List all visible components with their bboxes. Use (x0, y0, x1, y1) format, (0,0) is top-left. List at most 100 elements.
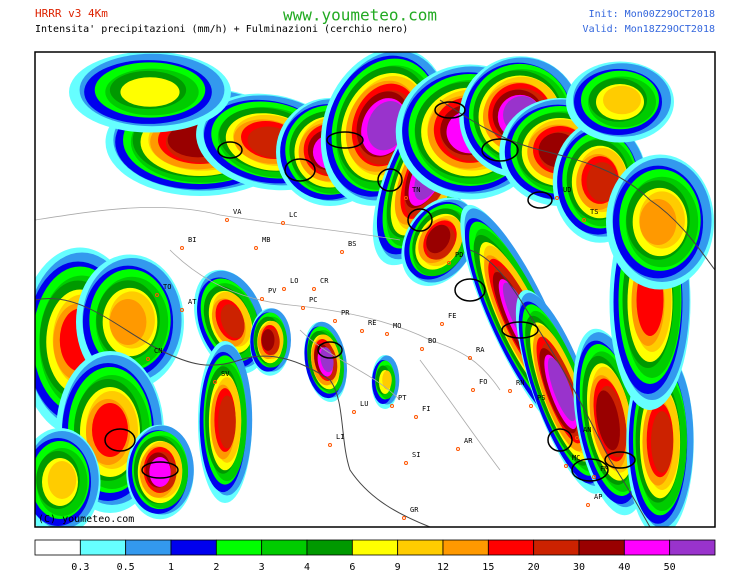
city-dot (586, 503, 590, 507)
city-label: VA (233, 208, 242, 216)
city-dot (592, 475, 596, 479)
city-label: FE (448, 312, 456, 320)
subtitle: Intensita' precipitazioni (mm/h) + Fulmi… (35, 24, 408, 35)
legend-swatch (306, 539, 353, 556)
city-label: AP (594, 493, 602, 501)
legend: 0.3 0.5 1 2 3 4 6 9 12 15 20 30 40 50 (34, 539, 716, 573)
map: BI TO AT CN SV VA LC MB LO PV PC CR BS PR RE MO BO FE RA FO… (35, 52, 715, 527)
rain-band (149, 457, 171, 487)
legend-tick-label: 15 (482, 562, 494, 573)
city-label: MC (572, 454, 580, 462)
lightning-circle (377, 168, 403, 192)
city-dot (404, 196, 408, 200)
city-dot (254, 246, 258, 250)
city-label: RN (516, 379, 524, 387)
city-dot (390, 404, 394, 408)
city-dot (213, 380, 217, 384)
legend-swatch (578, 539, 625, 556)
lightning-circle (547, 428, 573, 452)
legend-tick-label: 40 (618, 562, 630, 573)
city-dot (402, 516, 406, 520)
lightning-circle (217, 141, 243, 159)
city-dot (282, 287, 286, 291)
city-dot (440, 322, 444, 326)
city-dot (508, 389, 512, 393)
city-label: PT (398, 394, 407, 402)
city-dot (529, 404, 533, 408)
legend-tick-label: 0.3 (71, 562, 89, 573)
city-dot (471, 388, 475, 392)
city-label: PS (537, 394, 545, 402)
rain-cell (566, 61, 674, 143)
lightning-circle (326, 131, 364, 149)
legend-swatch (442, 539, 489, 556)
copyright: (C) youmeteo.com (38, 514, 134, 525)
city-dot (456, 447, 460, 451)
city-dot (447, 261, 451, 265)
legend-swatch (351, 539, 399, 556)
valid-label: Valid: Mon18Z29OCT2018 (583, 24, 715, 35)
city-label: PR (341, 309, 350, 317)
city-dot (420, 347, 424, 351)
city-dot (180, 308, 184, 312)
city-label: FI (422, 405, 430, 413)
lightning-circle (141, 461, 179, 479)
city-label: BO (428, 337, 436, 345)
rain-band (596, 390, 620, 451)
lightning (104, 101, 636, 482)
city-label: LU (360, 400, 368, 408)
lightning-circle (481, 138, 519, 162)
city-label: TS (590, 208, 598, 216)
city-label: PV (268, 287, 277, 295)
lightning-circle (527, 191, 553, 209)
city-label: RA (476, 346, 485, 354)
rain-band (603, 85, 641, 115)
legend-swatch (669, 539, 716, 556)
rain-band (92, 403, 128, 457)
city-dot (301, 306, 305, 310)
rain-cell (193, 269, 268, 374)
map-frame (34, 51, 716, 528)
rain-band (547, 357, 576, 422)
city-dot (582, 218, 586, 222)
city-label: GR (410, 506, 419, 514)
city-dot (260, 297, 264, 301)
borders (35, 206, 501, 471)
city-dot (155, 293, 159, 297)
lightning-circle (571, 458, 609, 482)
city-dot (555, 196, 559, 200)
city-label: CR (320, 277, 329, 285)
model-label: HRRR v3 4Km (35, 7, 108, 20)
city-dot (468, 356, 472, 360)
rain-cell (401, 197, 477, 286)
city-dot (404, 461, 408, 465)
legend-tick-label: 50 (664, 562, 676, 573)
lightning-circle (454, 278, 486, 302)
lightning-circle (284, 158, 316, 182)
lightning-circle (434, 101, 466, 119)
city-dot (340, 250, 344, 254)
city-dot (564, 464, 568, 468)
city-label: BI (188, 236, 196, 244)
legend-tick-label: 6 (349, 562, 355, 573)
cities: BI TO AT CN SV VA LC MB LO PV PC CR BS PR RE MO BO FE RA FO… (146, 186, 608, 520)
legend-swatch (261, 539, 308, 556)
city-label: MO (393, 322, 401, 330)
city-dot (352, 410, 356, 414)
city-label: LC (289, 211, 297, 219)
city-label: LI (336, 433, 344, 441)
legend-tick-label: 12 (437, 562, 449, 573)
city-label: RE (368, 319, 376, 327)
legend-tick-label: 3 (259, 562, 265, 573)
legend-tick-label: 1 (168, 562, 174, 573)
city-label: FO (479, 378, 487, 386)
rain-band (426, 224, 451, 254)
site-label: www.youmeteo.com (283, 6, 437, 25)
city-dot (146, 357, 150, 361)
city-label: MB (262, 236, 270, 244)
city-dot (360, 329, 364, 333)
city-label: AN (583, 426, 591, 434)
init-label: Init: Mon00Z29OCT2018 (589, 9, 715, 20)
legend-swatch (79, 539, 127, 556)
